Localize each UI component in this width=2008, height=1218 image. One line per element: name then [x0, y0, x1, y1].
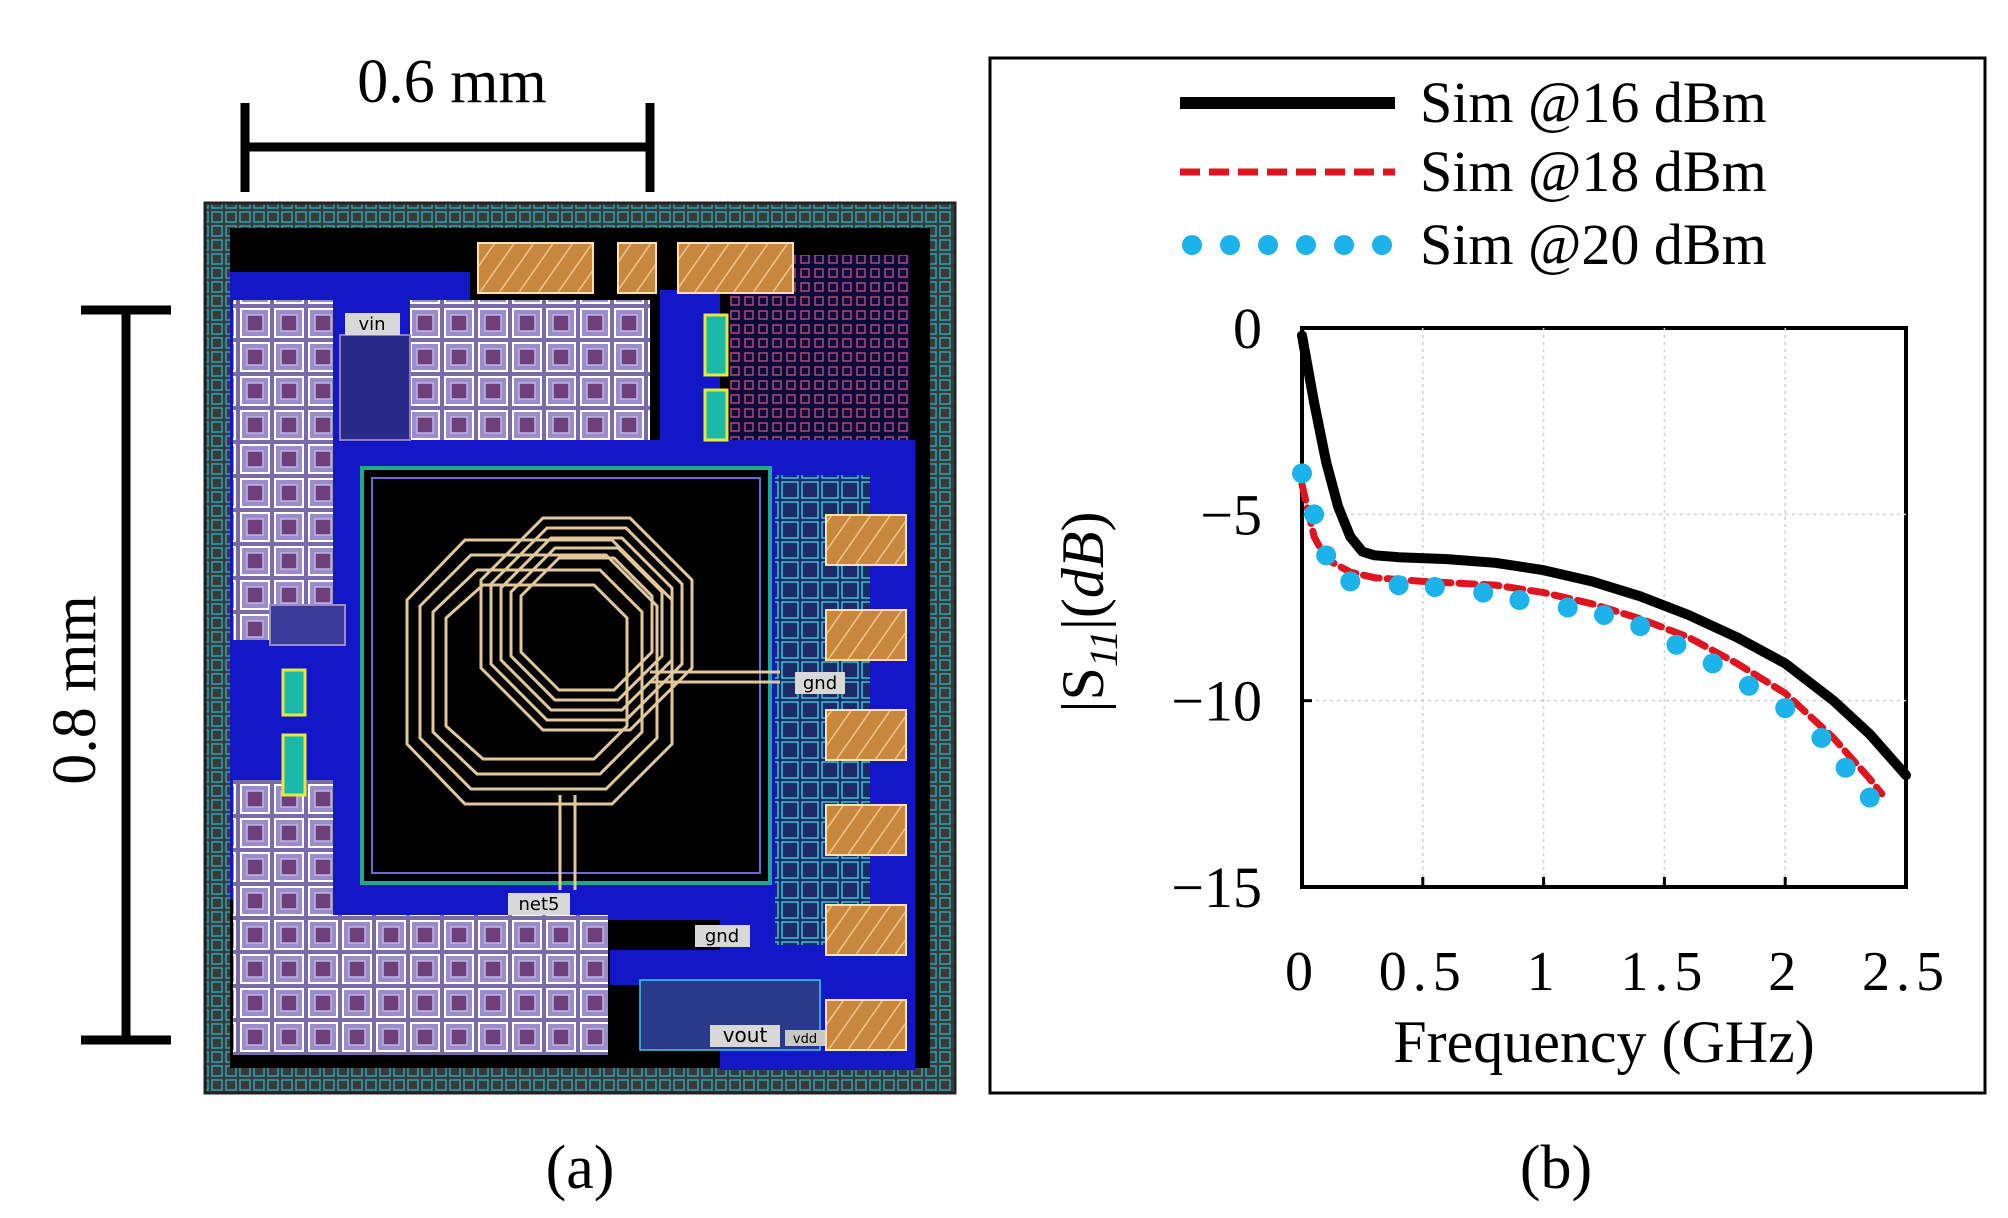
x-tick-label: 0.5 — [1379, 941, 1467, 1003]
legend-label-sim16: Sim @16 dBm — [1420, 70, 1767, 135]
y-tick-label: −10 — [1171, 669, 1262, 734]
plot-area — [1300, 326, 1908, 889]
chart-frame — [988, 56, 1987, 1095]
x-axis-label: Frequency (GHz) — [1393, 1009, 1815, 1075]
y-tick-label: 0 — [1233, 296, 1262, 361]
chart-legend: Sim @16 dBm Sim @18 dBm Sim @20 dBm — [1180, 70, 1767, 277]
width-label: 0.6 mm — [357, 48, 546, 116]
inductor-enclosure — [360, 466, 772, 885]
caption-a: (a) — [546, 1134, 615, 1202]
data-point — [1630, 616, 1651, 637]
data-point — [1811, 727, 1832, 748]
data-point — [1340, 571, 1361, 592]
data-point — [1594, 604, 1614, 625]
x-tick-label: 1 — [1527, 941, 1561, 1003]
cap-array-left — [233, 300, 333, 640]
net-label-vdd: vdd — [793, 1032, 817, 1047]
legend-label-sim20: Sim @20 dBm — [1420, 212, 1767, 277]
data-point — [1424, 577, 1445, 598]
data-point — [1835, 757, 1856, 778]
net-label-vout: vout — [723, 1023, 768, 1047]
data-point — [1557, 597, 1578, 618]
data-point — [1666, 634, 1687, 655]
x-tick-label: 0 — [1285, 941, 1319, 1003]
chip-layout: vin gnd gnd net5 vout vdd — [203, 201, 957, 1095]
height-scale-bar — [81, 305, 171, 1045]
grid — [1302, 328, 1906, 887]
x-tick-label: 2 — [1768, 941, 1802, 1003]
width-scale-bar — [240, 103, 655, 192]
cap-array-top — [410, 300, 650, 440]
data-point — [1473, 582, 1494, 603]
layout-panel: 0.6 mm 0.8 mm — [41, 48, 957, 1202]
x-tick-label: 1.5 — [1620, 941, 1708, 1003]
legend-label-sim18: Sim @18 dBm — [1420, 139, 1767, 204]
axis-ticks: 0 0.5 1 1.5 2 2.5 0 −5 −10 −15 — [1171, 296, 1950, 1003]
height-label: 0.8 mm — [41, 595, 109, 784]
data-point — [1509, 590, 1530, 611]
net-label-gnd-right: gnd — [803, 673, 837, 694]
data-point — [1775, 698, 1796, 719]
y-axis-label: |S11|(dB) — [1050, 511, 1126, 712]
cap-array-left-bottom — [233, 780, 333, 920]
data-point — [1316, 545, 1337, 566]
data-point — [1859, 787, 1880, 808]
cap-array-bottom — [233, 915, 608, 1055]
y-tick-label: −15 — [1171, 855, 1262, 920]
data-point — [1738, 675, 1759, 696]
caption-b: (b) — [1520, 1134, 1592, 1202]
spiral-inductor — [405, 516, 780, 890]
net-label-gnd-bottom: gnd — [705, 926, 739, 947]
series-sim-16-dbm — [1297, 330, 1911, 781]
legend-swatch-sim20 — [1182, 235, 1392, 255]
data-point — [1702, 653, 1723, 674]
s11-chart-panel: Sim @16 dBm Sim @18 dBm Sim @20 dBm 0 0.5… — [988, 56, 1987, 1202]
y-tick-label: −5 — [1200, 482, 1262, 547]
series-sim-20-dbm — [1292, 463, 1880, 808]
net-label-net5: net5 — [519, 894, 560, 915]
net-label-vin: vin — [358, 314, 385, 335]
data-point — [1292, 463, 1312, 484]
x-tick-label: 2.5 — [1862, 941, 1950, 1003]
data-point — [1388, 575, 1409, 596]
series-layer — [1292, 330, 1911, 808]
data-point — [1304, 504, 1325, 525]
